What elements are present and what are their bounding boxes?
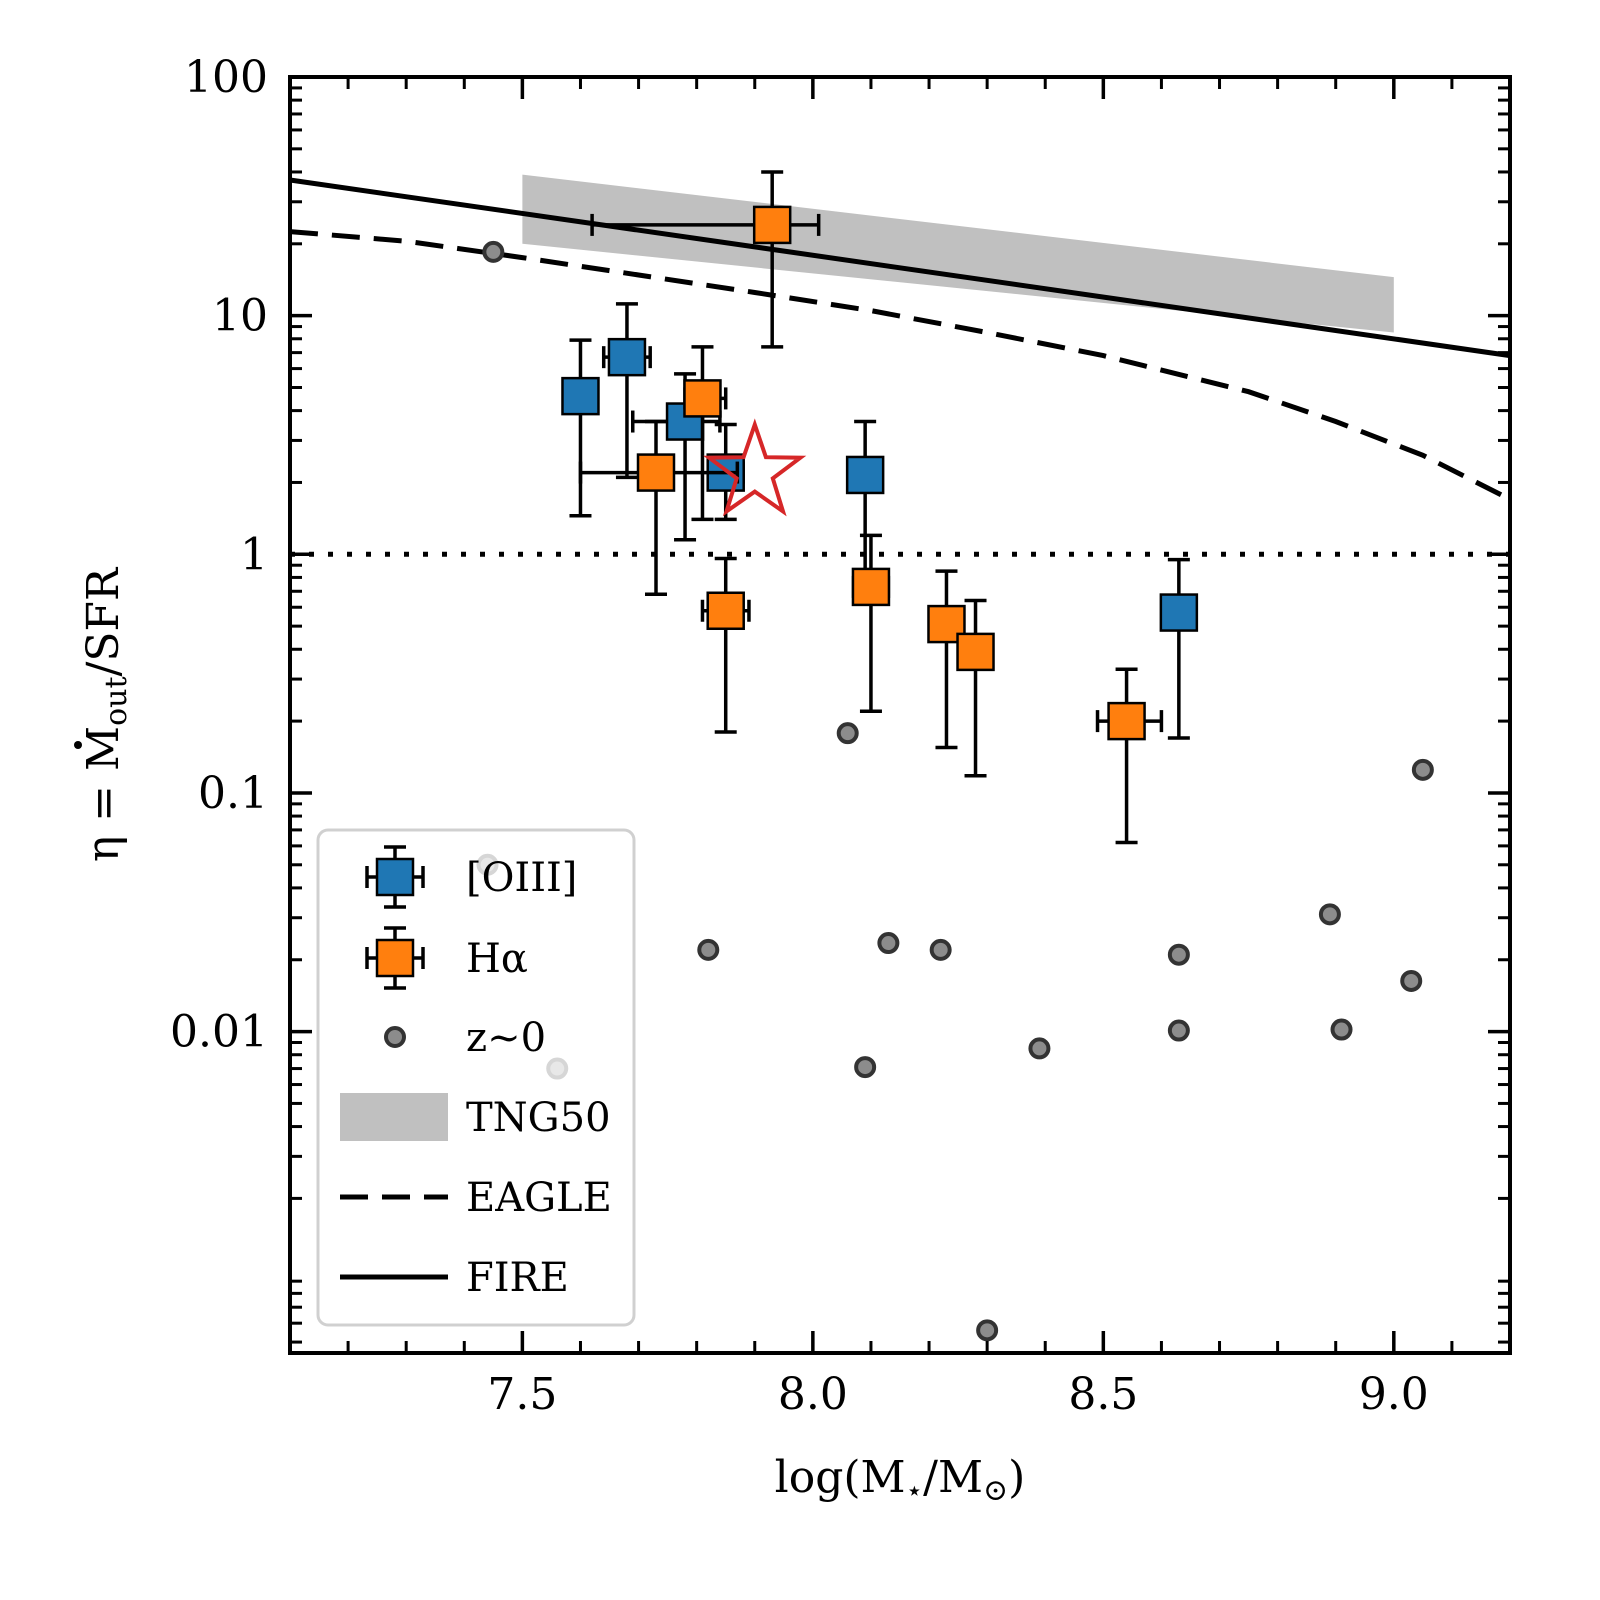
z0-point bbox=[854, 1056, 877, 1079]
z0-point bbox=[1167, 943, 1190, 966]
halpha-point bbox=[700, 556, 751, 734]
halpha-point bbox=[1095, 667, 1164, 845]
z0-point bbox=[976, 1319, 999, 1342]
plot-frame bbox=[288, 75, 1512, 1355]
y-tick-label: 1 bbox=[240, 529, 268, 580]
x-axis-label-part-3: /M bbox=[923, 1452, 983, 1503]
legend-label: EAGLE bbox=[466, 1175, 612, 1221]
legend-label: FIRE bbox=[466, 1255, 569, 1301]
z0-point bbox=[1330, 1018, 1353, 1041]
tng50-band bbox=[522, 174, 1394, 333]
y-tick-label: 100 bbox=[184, 52, 268, 103]
legend-handle-square bbox=[375, 938, 415, 978]
halpha-square bbox=[752, 205, 792, 245]
y-axis-label-part-2: M bbox=[78, 726, 129, 771]
legend-label: z~0 bbox=[466, 1015, 546, 1061]
halpha-square bbox=[956, 632, 995, 672]
axes: 7.5 8.0 8.5 9.0 100 10 1 0.1 0.01 bbox=[170, 52, 1512, 1420]
legend-handle-square bbox=[375, 857, 415, 897]
y-axis-label: η = Mout/SFR bbox=[78, 566, 134, 862]
halpha-square bbox=[683, 379, 722, 418]
oiii-point bbox=[601, 302, 652, 480]
y-axis-label-group: η = Mout/SFR bbox=[74, 566, 134, 862]
halpha-square bbox=[851, 567, 891, 607]
plot-area bbox=[289, 170, 1512, 1342]
z0-point bbox=[1400, 969, 1423, 992]
x-tick-label: 9.0 bbox=[1359, 1369, 1429, 1420]
z0-point bbox=[1318, 903, 1341, 926]
halpha-point bbox=[578, 419, 740, 597]
legend-handle-oiii bbox=[365, 845, 425, 909]
halpha-point bbox=[851, 533, 891, 713]
oiii-square bbox=[561, 376, 600, 416]
legend-box bbox=[316, 828, 636, 1327]
halpha-point bbox=[590, 170, 821, 349]
halpha-point bbox=[683, 345, 728, 522]
z0-point bbox=[836, 722, 859, 745]
x-tick-label: 8.0 bbox=[778, 1369, 848, 1420]
z0-point bbox=[1167, 1019, 1190, 1042]
y-axis-label-part-3: out bbox=[99, 676, 134, 725]
halpha-square bbox=[706, 591, 745, 631]
z0-point bbox=[877, 932, 900, 955]
halpha-point bbox=[956, 598, 995, 778]
legend-handle-z0 bbox=[384, 1026, 406, 1048]
legend-label: Hα bbox=[466, 936, 528, 982]
oiii-point bbox=[1159, 557, 1199, 740]
z0-point bbox=[697, 938, 720, 961]
legend-handle-tng50 bbox=[340, 1093, 448, 1141]
x-axis-label-part-5: ) bbox=[1008, 1452, 1025, 1503]
z0-point bbox=[482, 240, 505, 263]
oiii-point bbox=[561, 338, 600, 518]
halpha-square bbox=[1107, 701, 1146, 741]
y-axis-label-part-1: η = bbox=[78, 771, 129, 862]
y-tick-label: 0.01 bbox=[170, 1007, 268, 1058]
z0-point bbox=[929, 938, 952, 961]
y-axis-label-dot bbox=[74, 741, 82, 749]
x-tick-label: 8.5 bbox=[1068, 1369, 1138, 1420]
z0-point bbox=[1411, 758, 1434, 781]
highlight-star-marker bbox=[703, 418, 807, 517]
oiii-square bbox=[845, 455, 885, 495]
fire-line bbox=[289, 177, 1511, 359]
legend: [OIII] Hα z~0 TNG50 EAGLE FIRE bbox=[316, 828, 636, 1327]
x-axis-label-part-2: ⋆ bbox=[906, 1474, 924, 1507]
legend-label: TNG50 bbox=[466, 1095, 611, 1141]
x-axis-label-part-1: log(M bbox=[775, 1452, 906, 1503]
y-axis-label-part-4: /SFR bbox=[78, 566, 129, 676]
oiii-square bbox=[607, 337, 647, 377]
y-tick-label: 10 bbox=[212, 291, 268, 342]
legend-label: [OIII] bbox=[466, 855, 577, 901]
oiii-square bbox=[1159, 593, 1199, 632]
z0-point bbox=[1028, 1037, 1051, 1060]
x-axis-label: log(M⋆/M⊙) bbox=[775, 1452, 1026, 1508]
x-tick-label: 7.5 bbox=[487, 1369, 557, 1420]
halpha-square bbox=[636, 453, 676, 492]
legend-handle-halpha bbox=[365, 926, 425, 990]
y-tick-label: 0.1 bbox=[198, 768, 268, 819]
x-axis-label-part-4: ⊙ bbox=[983, 1473, 1008, 1508]
